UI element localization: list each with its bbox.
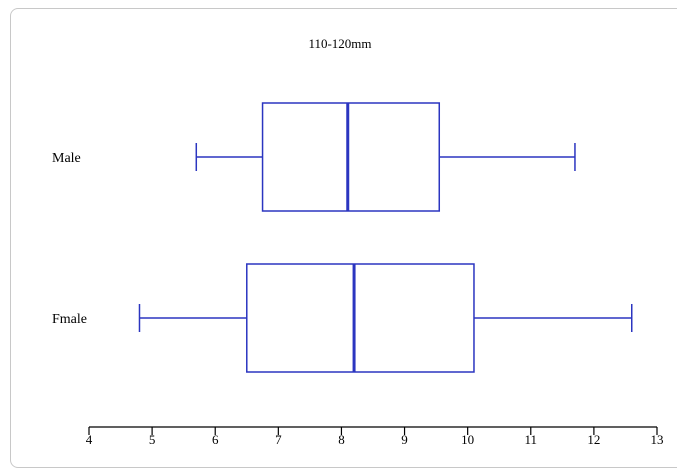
x-tick-label-13: 13 — [651, 432, 664, 446]
x-tick-label-9: 9 — [401, 432, 408, 446]
category-label-fmale: Fmale — [52, 312, 87, 327]
x-tick-label-12: 12 — [587, 432, 600, 446]
x-tick-label-7: 7 — [275, 432, 282, 446]
x-tick-label-5: 5 — [149, 432, 156, 446]
box-fmale: Fmale — [52, 263, 633, 373]
x-tick-label-4: 4 — [86, 432, 93, 446]
x-tick-label-11: 11 — [525, 432, 538, 446]
chart-frame — [10, 8, 677, 468]
iqr-box-male — [261, 102, 441, 212]
chart-title: 110-120mm — [308, 36, 371, 51]
box-male: Male — [52, 102, 576, 212]
x-axis: 4 5 6 7 8 9 10 11 12 13 — [86, 426, 664, 446]
x-tick-label-8: 8 — [338, 432, 345, 446]
category-label-male: Male — [52, 151, 81, 166]
iqr-box-fmale — [246, 263, 475, 373]
x-tick-label-10: 10 — [461, 432, 474, 446]
boxplot-chart: 110-120mm Male Fmale 4 5 6 7 8 9 10 11 12 13 — [52, 36, 664, 446]
x-tick-label-6: 6 — [212, 432, 219, 446]
boxplot-series-group: Male Fmale — [52, 102, 633, 373]
